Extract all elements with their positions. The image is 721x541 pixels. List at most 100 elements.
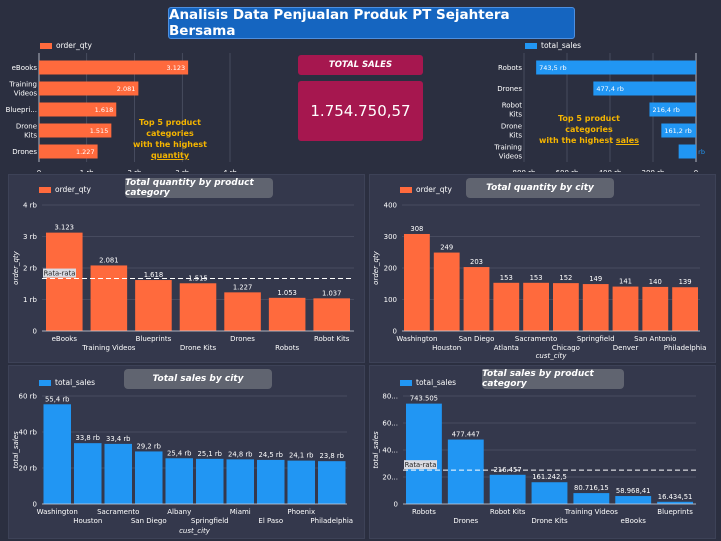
- chart-top5-quantity: 0 1 rb 2 rb 3 rb 4 rb eBooks 3.123 TrainingVide…: [6, 53, 238, 172]
- data-label: 3.123: [55, 224, 74, 232]
- category-label: Kits: [509, 132, 522, 140]
- category-label: San Diego: [131, 517, 167, 525]
- data-label: 149: [589, 275, 602, 283]
- category-label: Phoenix: [287, 508, 315, 516]
- data-label: 16.434,51: [658, 493, 693, 501]
- bar: [39, 102, 117, 117]
- category-label: Philadelphia: [664, 344, 707, 352]
- bar: [489, 474, 526, 504]
- category-label: Philadelphia: [310, 517, 353, 525]
- data-label: 2.081: [99, 256, 118, 264]
- note-line2: with the highest quantity: [118, 139, 222, 161]
- data-label: 1.227: [76, 148, 95, 156]
- data-label: 33,8 rb: [76, 434, 100, 442]
- tick-label: 0: [33, 328, 37, 336]
- category-label: Houston: [73, 517, 102, 525]
- data-label: 80.716,15: [574, 484, 609, 492]
- category-label: Denver: [613, 344, 639, 352]
- bar: [531, 482, 568, 504]
- x-axis-label: cust_city: [536, 352, 568, 360]
- data-label: 33,4 rb: [106, 435, 130, 443]
- data-label: 1.515: [90, 127, 109, 135]
- category-label: Washington: [37, 508, 78, 516]
- legend-label: total_sales: [541, 41, 582, 50]
- category-label: Drone Kits: [531, 517, 568, 525]
- data-label: 25,4 rb: [167, 449, 191, 457]
- legend-sales-by-city[interactable]: total_sales: [39, 378, 95, 387]
- note-line1: Top 5 product categories: [139, 118, 201, 138]
- legend-top5-sales[interactable]: total_sales: [525, 41, 581, 50]
- category-label: Sacramento: [515, 335, 557, 343]
- data-label: 24,1 rb: [289, 452, 313, 460]
- note-line2-emph: sales: [615, 136, 639, 145]
- data-label: 477.447: [452, 431, 480, 439]
- tick-label: 400 rb: [599, 169, 622, 172]
- category-label: Training: [493, 144, 522, 152]
- chart-sales-by-category: 0 20... 40... 60... 80... 743.505 Robots 477.44…: [372, 393, 696, 525]
- tick-label: 0: [394, 501, 398, 509]
- bar: [224, 292, 261, 331]
- bar: [318, 461, 346, 504]
- category-label: Robot Kits: [314, 335, 350, 343]
- category-label: Washington: [396, 335, 437, 343]
- bar: [536, 60, 696, 75]
- y-axis-label: total_sales: [372, 431, 380, 469]
- category-label: Robots: [275, 344, 299, 352]
- bar: [226, 459, 254, 504]
- legend-qty-by-city[interactable]: order_qty: [400, 185, 452, 194]
- bar: [313, 298, 350, 331]
- category-label: Drone: [501, 123, 522, 131]
- bar: [593, 81, 696, 96]
- category-label: eBooks: [12, 64, 38, 72]
- legend-qty-by-category[interactable]: order_qty: [39, 185, 91, 194]
- legend-top5-qty[interactable]: order_qty: [40, 41, 92, 50]
- category-label: Drones: [12, 148, 37, 156]
- category-label: Houston: [432, 344, 461, 352]
- legend-sales-by-category[interactable]: total_sales: [400, 378, 456, 387]
- tick-label: 300: [384, 233, 397, 241]
- category-label: Videos: [14, 90, 38, 98]
- tick-label: 400: [384, 202, 397, 210]
- data-label: 141: [619, 278, 632, 286]
- bar: [649, 102, 696, 117]
- data-label: 308: [410, 225, 423, 233]
- tick-label: 3 rb: [175, 169, 190, 172]
- chart-sales-by-city: 0 20 rb 40 rb 60 rb 55,4 rb Washington 33,8 rb…: [12, 393, 353, 536]
- category-label: Chicago: [552, 344, 580, 352]
- bar: [447, 439, 484, 504]
- bar: [90, 265, 128, 331]
- data-label: 1.037: [322, 289, 341, 297]
- tick-label: 200: [384, 265, 397, 273]
- bar: [615, 496, 652, 504]
- legend-label: order_qty: [56, 41, 92, 50]
- data-label: 23,8 rb: [320, 452, 344, 460]
- bar: [406, 403, 442, 504]
- bar: [642, 286, 669, 331]
- category-label: Albany: [167, 508, 191, 516]
- category-label: eBooks: [621, 517, 647, 525]
- data-label: 161.242,5: [532, 473, 567, 481]
- data-label: 58.968,41: [616, 487, 651, 495]
- data-label: 29,2 rb: [137, 442, 161, 450]
- bar: [661, 123, 696, 138]
- legend-swatch: [39, 186, 51, 193]
- bar: [39, 81, 139, 96]
- bar: [43, 404, 71, 504]
- data-label: 249: [440, 244, 453, 252]
- data-label: 1.618: [144, 271, 163, 279]
- category-label: San Antonio: [634, 335, 676, 343]
- bar: [433, 252, 460, 331]
- data-label: 477,4 rb: [596, 85, 623, 93]
- category-label: Kits: [24, 132, 37, 140]
- bar: [573, 493, 610, 504]
- legend-swatch: [39, 379, 51, 386]
- category-label: eBooks: [52, 335, 78, 343]
- bar: [582, 284, 609, 331]
- tick-label: 600 rb: [556, 169, 579, 172]
- data-label: 140: [649, 278, 662, 286]
- bar: [612, 286, 639, 331]
- chart-qty-by-category: 0 1 rb 2 rb 3 rb 4 rb 3.123 eBooks 2.081 Trainin…: [12, 202, 354, 352]
- tick-label: 800 rb: [513, 169, 536, 172]
- category-label: Drone Kits: [180, 344, 217, 352]
- category-label: Kits: [509, 111, 522, 119]
